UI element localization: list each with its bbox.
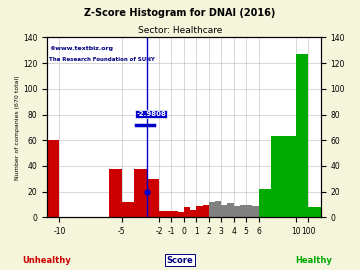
Y-axis label: Number of companies (670 total): Number of companies (670 total) [15, 75, 20, 180]
Text: Healthy: Healthy [295, 256, 332, 265]
Text: Score: Score [167, 256, 193, 265]
Text: The Research Foundation of SUNY: The Research Foundation of SUNY [49, 57, 156, 62]
Bar [252, 206, 258, 217]
Bar [196, 206, 203, 217]
Bar [184, 207, 190, 217]
Text: Unhealthy: Unhealthy [22, 256, 71, 265]
Bar [271, 136, 296, 217]
Text: Sector: Healthcare: Sector: Healthcare [138, 26, 222, 35]
Bar [308, 207, 321, 217]
Bar [190, 210, 196, 217]
Text: ©www.textbiz.org: ©www.textbiz.org [49, 46, 113, 51]
Bar [240, 204, 246, 217]
Bar [258, 189, 271, 217]
Bar [47, 140, 59, 217]
Bar [234, 206, 240, 217]
Bar [178, 212, 184, 217]
Text: Z-Score Histogram for DNAI (2016): Z-Score Histogram for DNAI (2016) [84, 8, 276, 18]
Bar [171, 211, 178, 217]
Bar [296, 54, 308, 217]
Bar [147, 179, 159, 217]
Bar [159, 211, 171, 217]
Bar [122, 202, 134, 217]
Bar [228, 203, 234, 217]
Bar [134, 168, 147, 217]
Bar [246, 204, 252, 217]
Bar [215, 201, 221, 217]
Bar [221, 204, 228, 217]
Text: -2.9808: -2.9808 [136, 111, 166, 117]
Bar [203, 204, 209, 217]
Bar [209, 202, 215, 217]
Bar [109, 168, 122, 217]
